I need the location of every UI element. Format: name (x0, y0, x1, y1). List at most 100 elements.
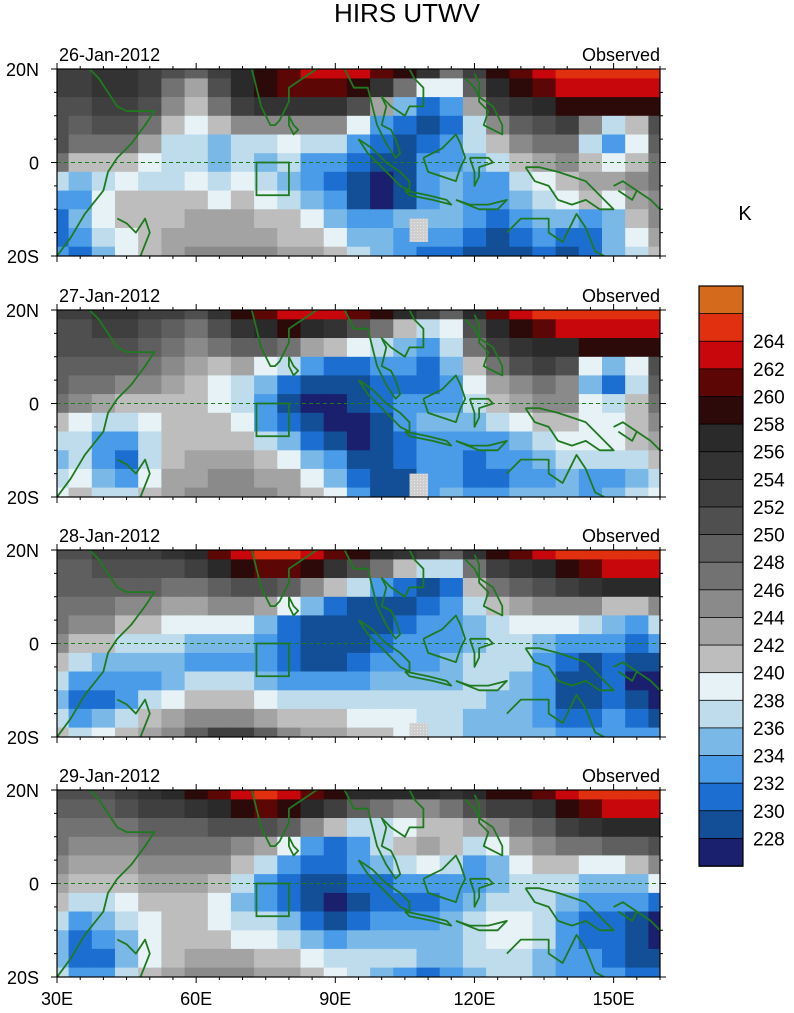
field-cell (230, 69, 255, 79)
field-cell (207, 652, 232, 673)
field-cell (393, 634, 418, 654)
field-cell (300, 134, 325, 154)
field-cell (532, 310, 557, 320)
coastline (464, 554, 504, 617)
field-cell (370, 319, 394, 339)
field-cell (254, 727, 278, 737)
field-cell (138, 338, 162, 358)
field-cell (161, 115, 186, 136)
field-cell (486, 578, 510, 598)
field-cell (91, 375, 116, 395)
field-cell (207, 671, 232, 691)
field-cell (416, 115, 441, 136)
field-cell (91, 892, 116, 913)
field-cell (57, 652, 70, 673)
field-cell (323, 874, 348, 894)
field-cell (555, 790, 580, 800)
field-cell (393, 596, 418, 617)
field-cell (207, 310, 232, 320)
field-cell (648, 930, 660, 950)
field-cell (68, 948, 93, 969)
colorbar-tick-label: 232 (753, 774, 785, 795)
field-cell (300, 97, 325, 117)
colorbar-tick-label: 236 (753, 719, 785, 740)
field-cell (555, 190, 580, 210)
field-cell (68, 855, 93, 875)
field-cell (115, 799, 139, 819)
field-cell (370, 948, 394, 969)
field-cell (230, 615, 255, 635)
field-cell (532, 948, 557, 969)
field-cell (486, 134, 510, 154)
field-cell (300, 228, 325, 248)
field-cell (648, 78, 660, 98)
field-cell (416, 948, 441, 969)
field-cell (254, 671, 278, 691)
field-cell (115, 209, 139, 229)
field-cell (555, 115, 580, 136)
field-cell (602, 375, 626, 395)
field-cell (57, 190, 70, 210)
y-tick-label: 0 (29, 154, 39, 174)
panel-label: Observed (582, 766, 660, 786)
field-cell (57, 855, 70, 875)
field-cell (91, 690, 116, 710)
field-cell (323, 431, 348, 451)
field-cell (300, 559, 325, 579)
field-cell (602, 615, 626, 635)
coastline (524, 166, 615, 211)
field-cell (184, 578, 209, 598)
field-cell (254, 690, 278, 710)
field-cell (439, 708, 464, 729)
field-cell (254, 892, 278, 913)
field-cell (230, 171, 255, 192)
colorbar-tick-label: 252 (753, 498, 785, 519)
field-cell (138, 892, 162, 913)
y-tick-label: 20S (7, 728, 39, 748)
coastline (250, 790, 318, 847)
field-cell (115, 652, 139, 673)
x-tick-label: 30E (41, 989, 73, 1009)
field-cell (323, 948, 348, 969)
field-cell (555, 874, 580, 894)
field-cell (184, 190, 209, 210)
field-cell (370, 855, 394, 875)
field-cell (300, 596, 325, 617)
field-cell (486, 190, 510, 210)
coastline (524, 407, 615, 452)
field-cell (230, 559, 255, 579)
field-cell (509, 78, 534, 98)
field-cell (161, 153, 186, 173)
field-cell (416, 338, 441, 358)
field-cell (625, 78, 649, 98)
field-cell (254, 228, 278, 248)
field-cell (300, 78, 325, 98)
field-cell (346, 790, 371, 800)
field-cell (254, 190, 278, 210)
colorbar-tick-label: 240 (753, 664, 785, 685)
field-cell (254, 790, 278, 800)
field-cell (57, 615, 70, 635)
field-cell (578, 578, 603, 598)
field-cell (68, 799, 93, 819)
field-cell (300, 319, 325, 339)
field-cell (578, 690, 603, 710)
field-cell (115, 615, 139, 635)
field-cell (648, 948, 660, 969)
coastline (455, 920, 508, 932)
field-cell (416, 596, 441, 617)
field-cell (91, 450, 116, 470)
field-cell (393, 652, 418, 673)
field-cell (370, 228, 394, 248)
field-cell (300, 550, 325, 560)
field-cell (555, 246, 580, 256)
field-cell (254, 799, 278, 819)
field-cell (370, 431, 394, 451)
field-cell (161, 708, 186, 729)
field-cell (254, 468, 278, 489)
field-cell (648, 559, 660, 579)
field-cell (230, 310, 255, 320)
field-cell (68, 550, 93, 560)
field-cell (138, 911, 162, 931)
field-cell (277, 948, 302, 969)
